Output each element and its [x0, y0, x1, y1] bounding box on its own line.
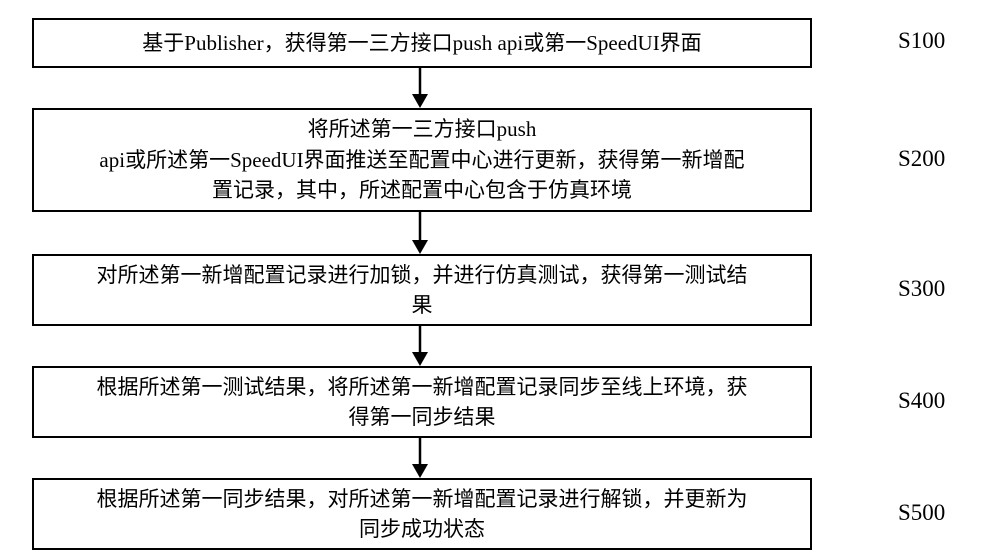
label-s100: S100 [898, 28, 945, 54]
flowchart-container: 基于Publisher，获得第一三方接口push api或第一SpeedUI界面… [0, 0, 1000, 553]
step-s500-text: 根据所述第一同步结果，对所述第一新增配置记录进行解锁，并更新为 同步成功状态 [97, 484, 748, 545]
label-s200: S200 [898, 146, 945, 172]
step-s100-text: 基于Publisher，获得第一三方接口push api或第一SpeedUI界面 [142, 28, 701, 58]
label-s400: S400 [898, 388, 945, 414]
step-s300-text: 对所述第一新增配置记录进行加锁，并进行仿真测试，获得第一测试结 果 [97, 260, 748, 321]
step-s500: 根据所述第一同步结果，对所述第一新增配置记录进行解锁，并更新为 同步成功状态 [32, 478, 812, 550]
step-s400-text: 根据所述第一测试结果，将所述第一新增配置记录同步至线上环境，获 得第一同步结果 [97, 372, 748, 433]
label-s300: S300 [898, 276, 945, 302]
label-s500: S500 [898, 500, 945, 526]
step-s400: 根据所述第一测试结果，将所述第一新增配置记录同步至线上环境，获 得第一同步结果 [32, 366, 812, 438]
step-s200: 将所述第一三方接口push api或所述第一SpeedUI界面推送至配置中心进行… [32, 108, 812, 212]
step-s200-text: 将所述第一三方接口push api或所述第一SpeedUI界面推送至配置中心进行… [99, 114, 744, 205]
step-s300: 对所述第一新增配置记录进行加锁，并进行仿真测试，获得第一测试结 果 [32, 254, 812, 326]
step-s100: 基于Publisher，获得第一三方接口push api或第一SpeedUI界面 [32, 18, 812, 68]
